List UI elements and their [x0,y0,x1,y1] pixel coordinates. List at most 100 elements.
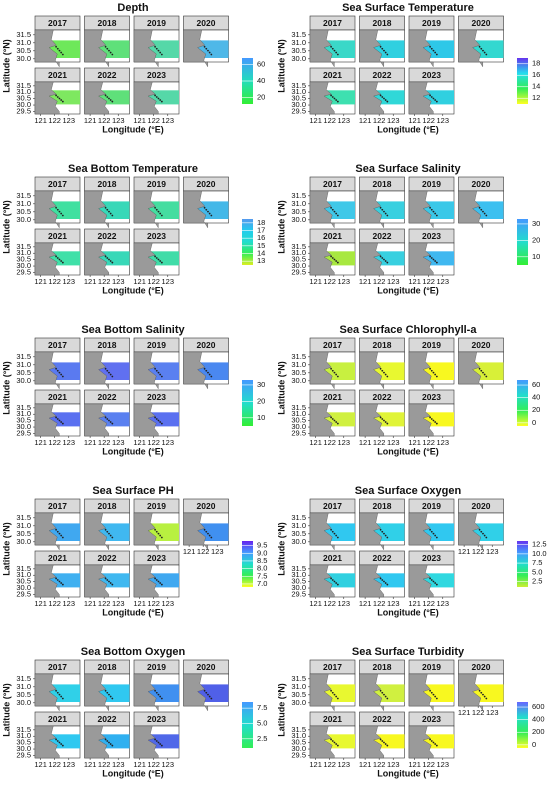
island [485,214,488,217]
island [61,53,64,56]
island [432,97,435,100]
island [384,695,387,698]
island [155,691,158,694]
island [429,416,431,419]
x-tick-label: 123 [436,277,449,286]
colorbar-label: 40 [257,76,265,85]
island [157,371,160,374]
island [157,532,160,535]
island [331,691,334,694]
y-tick-label: 31.0 [291,248,306,257]
land [34,81,60,115]
island [386,100,389,103]
x-tick-label: 123 [112,760,125,769]
x-tick-label: 123 [112,277,125,286]
island [60,695,63,698]
x-tick-label: 123 [436,599,449,608]
colorbar-label: 40 [532,393,540,402]
x-axis-label: Longitude (°E) [377,768,439,778]
island [56,418,59,420]
island [58,210,61,213]
x-tick-label: 122 [373,438,386,447]
island [383,419,385,422]
island [381,579,384,581]
land [359,725,384,759]
island [383,741,385,744]
island [384,51,387,54]
x-tick-label: 121 [408,438,421,447]
facet-label: 2017 [48,179,67,189]
island [56,96,59,98]
island [208,212,211,215]
island [335,373,338,376]
land [309,242,335,276]
island [330,689,332,692]
island [210,214,213,217]
x-tick-label: 122 [373,760,386,769]
land [183,29,208,68]
x-tick-label: 122 [422,438,435,447]
island [61,697,64,700]
y-tick-label: 30.0 [16,744,31,753]
y-tick-label: 31.0 [16,731,31,740]
island [478,528,481,531]
y-tick-label: 31.0 [291,409,306,418]
y-tick-label: 30.5 [16,94,31,103]
island [109,260,112,262]
island [335,260,338,262]
facet-label: 2018 [373,501,392,511]
island [335,51,338,54]
island [60,51,63,54]
island [160,375,163,378]
island [210,375,213,378]
y-axis-label: Latitude (°N) [276,361,286,415]
island [386,744,389,747]
x-tick-label: 123 [112,116,125,125]
facet-label: 2017 [48,662,67,672]
facet-label: 2022 [98,392,117,402]
facet-label: 2020 [472,662,491,672]
island [434,373,437,376]
x-tick-label: 123 [337,277,350,286]
land [359,512,384,551]
island [210,53,213,56]
y-tick-label: 30.0 [16,422,31,431]
island [159,373,162,376]
facet-label: 2023 [422,70,441,80]
facet-label: 2021 [48,714,67,724]
facet-label: 2023 [422,553,441,563]
x-tick-label: 122 [373,277,386,286]
island [160,536,163,539]
island [379,367,382,370]
x-tick-label: 123 [161,760,174,769]
x-axis-label: Longitude (°E) [377,285,439,295]
y-tick-label: 30.0 [16,261,31,270]
y-tick-label: 31.0 [16,38,31,47]
y-axis-label: Latitude (°N) [276,683,286,737]
colorbar-label: 400 [532,715,545,724]
island [111,261,114,264]
facet-label: 2019 [422,340,441,350]
x-tick-label: 121 [133,760,146,769]
island [55,206,57,209]
y-tick-label: 30.5 [16,46,31,55]
land [359,403,384,437]
island [58,532,61,535]
facet-label: 2023 [147,553,166,563]
y-tick-label: 29.5 [16,428,31,437]
colorbar-label: 12.5 [532,540,547,549]
x-tick-label: 122 [48,599,61,608]
y-tick-label: 30.5 [16,690,31,699]
y-tick-label: 30.5 [16,207,31,216]
island [435,375,438,378]
island [331,418,334,420]
colorbar-label: 7.0 [257,579,267,588]
y-axis-label: Latitude (°N) [1,361,11,415]
land [458,351,483,390]
island [434,534,437,537]
land [34,725,60,759]
y-tick-label: 30.0 [291,422,306,431]
x-tick-label: 121 [84,760,97,769]
panel-title: Sea Bottom Oxygen [81,646,186,658]
panel-title: Depth [117,2,148,14]
